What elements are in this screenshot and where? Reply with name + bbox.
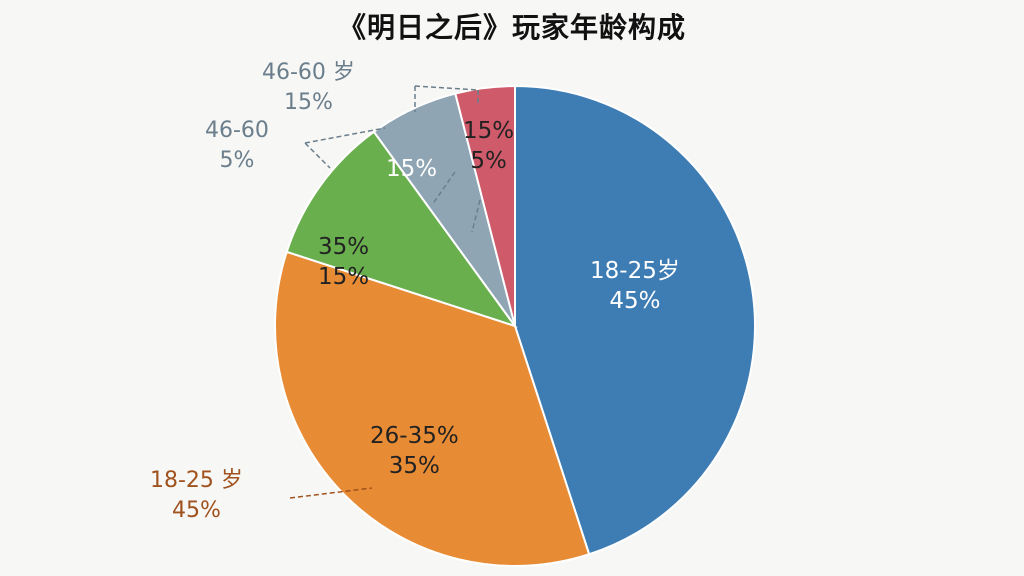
callout-leader-1 [304,127,386,169]
callout-18-25: 18-25 岁 45% [150,468,243,523]
slice-label-18-25: 18-25岁 45% [590,258,680,314]
slice-label-26-35: 26-35% 35% [370,423,459,479]
slice-label-gray: 15% [386,156,438,182]
callout-leader-3 [289,487,373,499]
pie-slice-2 [285,130,518,328]
callout-46-60-left: 46-60 5% [205,118,269,173]
callout-leader-0 [414,85,479,112]
slice-label-red: 15% 5% [463,118,515,174]
callout-46-60-top: 46-60 岁 15% [262,60,355,115]
callout-leader-2 [431,171,481,233]
pie-slice-4 [454,84,516,327]
chart-title: 《明日之后》玩家年龄构成 [337,11,686,44]
slice-label-green: 35% 15% [318,234,370,290]
pie-slice-1 [274,250,591,567]
pie-slice-0 [514,84,756,556]
